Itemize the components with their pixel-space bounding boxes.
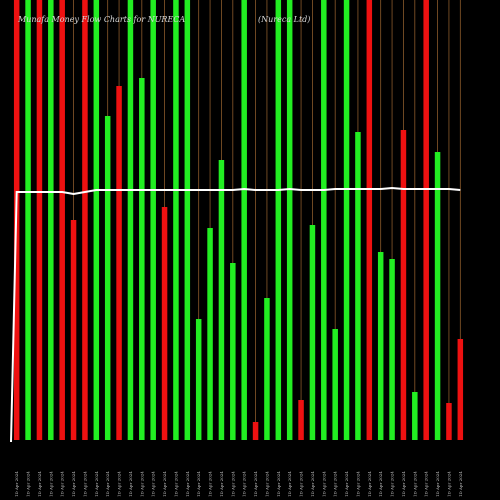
- x-tick-label: 1D Apr 2024: [230, 471, 235, 497]
- x-tick-label: 1D Apr 2024: [390, 471, 395, 497]
- x-tick-label: 1D Apr 2024: [287, 471, 292, 497]
- bar-26: [298, 400, 304, 440]
- bar-33: [377, 252, 384, 440]
- x-tick-label: 1D Apr 2024: [276, 471, 281, 497]
- x-tick-label: 1D Apr 2024: [128, 471, 133, 497]
- bar-35: [400, 130, 407, 440]
- x-tick-label: 1D Apr 2024: [196, 471, 201, 497]
- bar-29: [332, 329, 338, 440]
- bar-21: [241, 0, 247, 440]
- bar-12: [139, 78, 145, 440]
- x-tick-label: 1D Apr 2024: [151, 471, 156, 497]
- x-tick-label: 1D Apr 2024: [139, 471, 144, 497]
- bar-30: [343, 0, 350, 440]
- chart-title: Munafa Money Flow Charts for NURECA (Nur…: [17, 15, 310, 24]
- bar-31: [355, 132, 361, 440]
- bar-32: [366, 0, 373, 440]
- bar-20: [230, 263, 236, 440]
- x-tick-label: 1D Apr 2024: [71, 471, 76, 497]
- x-tick-label: 1D Apr 2024: [162, 471, 167, 497]
- bar-40: [457, 339, 464, 440]
- bar-19: [218, 160, 225, 440]
- bar-25: [286, 0, 293, 440]
- x-tick-label: 1D Apr 2024: [299, 471, 304, 497]
- x-tick-label: 1D Apr 2024: [26, 471, 31, 497]
- x-tick-label: 1D Apr 2024: [435, 471, 440, 497]
- bar-6: [70, 220, 77, 440]
- bar-9: [104, 116, 111, 440]
- x-tick-label: 1D Apr 2024: [367, 471, 372, 497]
- bar-10: [116, 86, 122, 440]
- x-tick-label: 1D Apr 2024: [173, 471, 178, 497]
- bar-8: [93, 0, 100, 440]
- x-tick-label: 1D Apr 2024: [344, 471, 349, 497]
- bar-39: [446, 403, 452, 440]
- bar-3: [36, 0, 43, 440]
- bar-28: [321, 0, 327, 440]
- x-tick-label: 1D Apr 2024: [60, 471, 65, 497]
- bar-15: [173, 0, 179, 440]
- x-tick-label: 1D Apr 2024: [242, 471, 247, 497]
- bar-5: [59, 0, 65, 440]
- x-tick-label: 1D Apr 2024: [310, 471, 315, 497]
- x-tick-label: 1D Apr 2024: [219, 471, 224, 497]
- x-tick-label: 1D Apr 2024: [48, 471, 53, 497]
- bar-18: [207, 228, 213, 440]
- bar-22: [252, 422, 259, 440]
- x-tick-label: 1D Apr 2024: [82, 471, 87, 497]
- bar-13: [150, 0, 156, 440]
- bar-16: [184, 0, 191, 440]
- bar-37: [423, 0, 429, 440]
- chart-title-left: Munafa Money Flow Charts for NURECA: [17, 15, 185, 24]
- x-tick-label: 1D Apr 2024: [117, 471, 122, 497]
- x-tick-label: 1D Apr 2024: [253, 471, 258, 497]
- x-tick-label: 1D Apr 2024: [94, 471, 99, 497]
- bar-23: [264, 298, 270, 440]
- bar-11: [127, 0, 134, 440]
- x-tick-label: 1D Apr 2024: [412, 471, 417, 497]
- x-tick-label: 1D Apr 2024: [401, 471, 406, 497]
- x-tick-label: 1D Apr 2024: [378, 471, 383, 497]
- x-tick-label: 1D Apr 2024: [37, 471, 42, 497]
- x-tick-label: 1D Apr 2024: [321, 471, 326, 497]
- bar-38: [434, 152, 441, 440]
- x-tick-label: 1D Apr 2024: [14, 471, 19, 497]
- x-tick-label: 1D Apr 2024: [208, 471, 213, 497]
- bar-7: [82, 0, 88, 440]
- x-axis-tick-labels: 1D Apr 2024 1D Apr 2024 1D Apr 2024 1D Apr …: [14, 471, 463, 497]
- x-tick-label: 1D Apr 2024: [446, 471, 451, 497]
- bar-24: [275, 0, 282, 440]
- x-tick-label: 1D Apr 2024: [424, 471, 429, 497]
- bar-36: [412, 392, 418, 440]
- x-tick-label: 1D Apr 2024: [458, 471, 463, 497]
- chart-subtitle: (Nureca Ltd): [258, 15, 310, 24]
- bar-27: [309, 225, 316, 440]
- bar-2: [25, 0, 31, 440]
- x-tick-label: 1D Apr 2024: [333, 471, 338, 497]
- x-tick-label: 1D Apr 2024: [185, 471, 190, 497]
- bar-4: [48, 0, 54, 440]
- bar-17: [195, 319, 202, 440]
- x-tick-label: 1D Apr 2024: [105, 471, 110, 497]
- bars: [13, 0, 464, 440]
- bar-34: [389, 259, 395, 440]
- x-tick-label: 1D Apr 2024: [355, 471, 360, 497]
- money-flow-line: [10, 186, 461, 443]
- bar-14: [161, 207, 168, 440]
- x-tick-label: 1D Apr 2024: [264, 471, 269, 497]
